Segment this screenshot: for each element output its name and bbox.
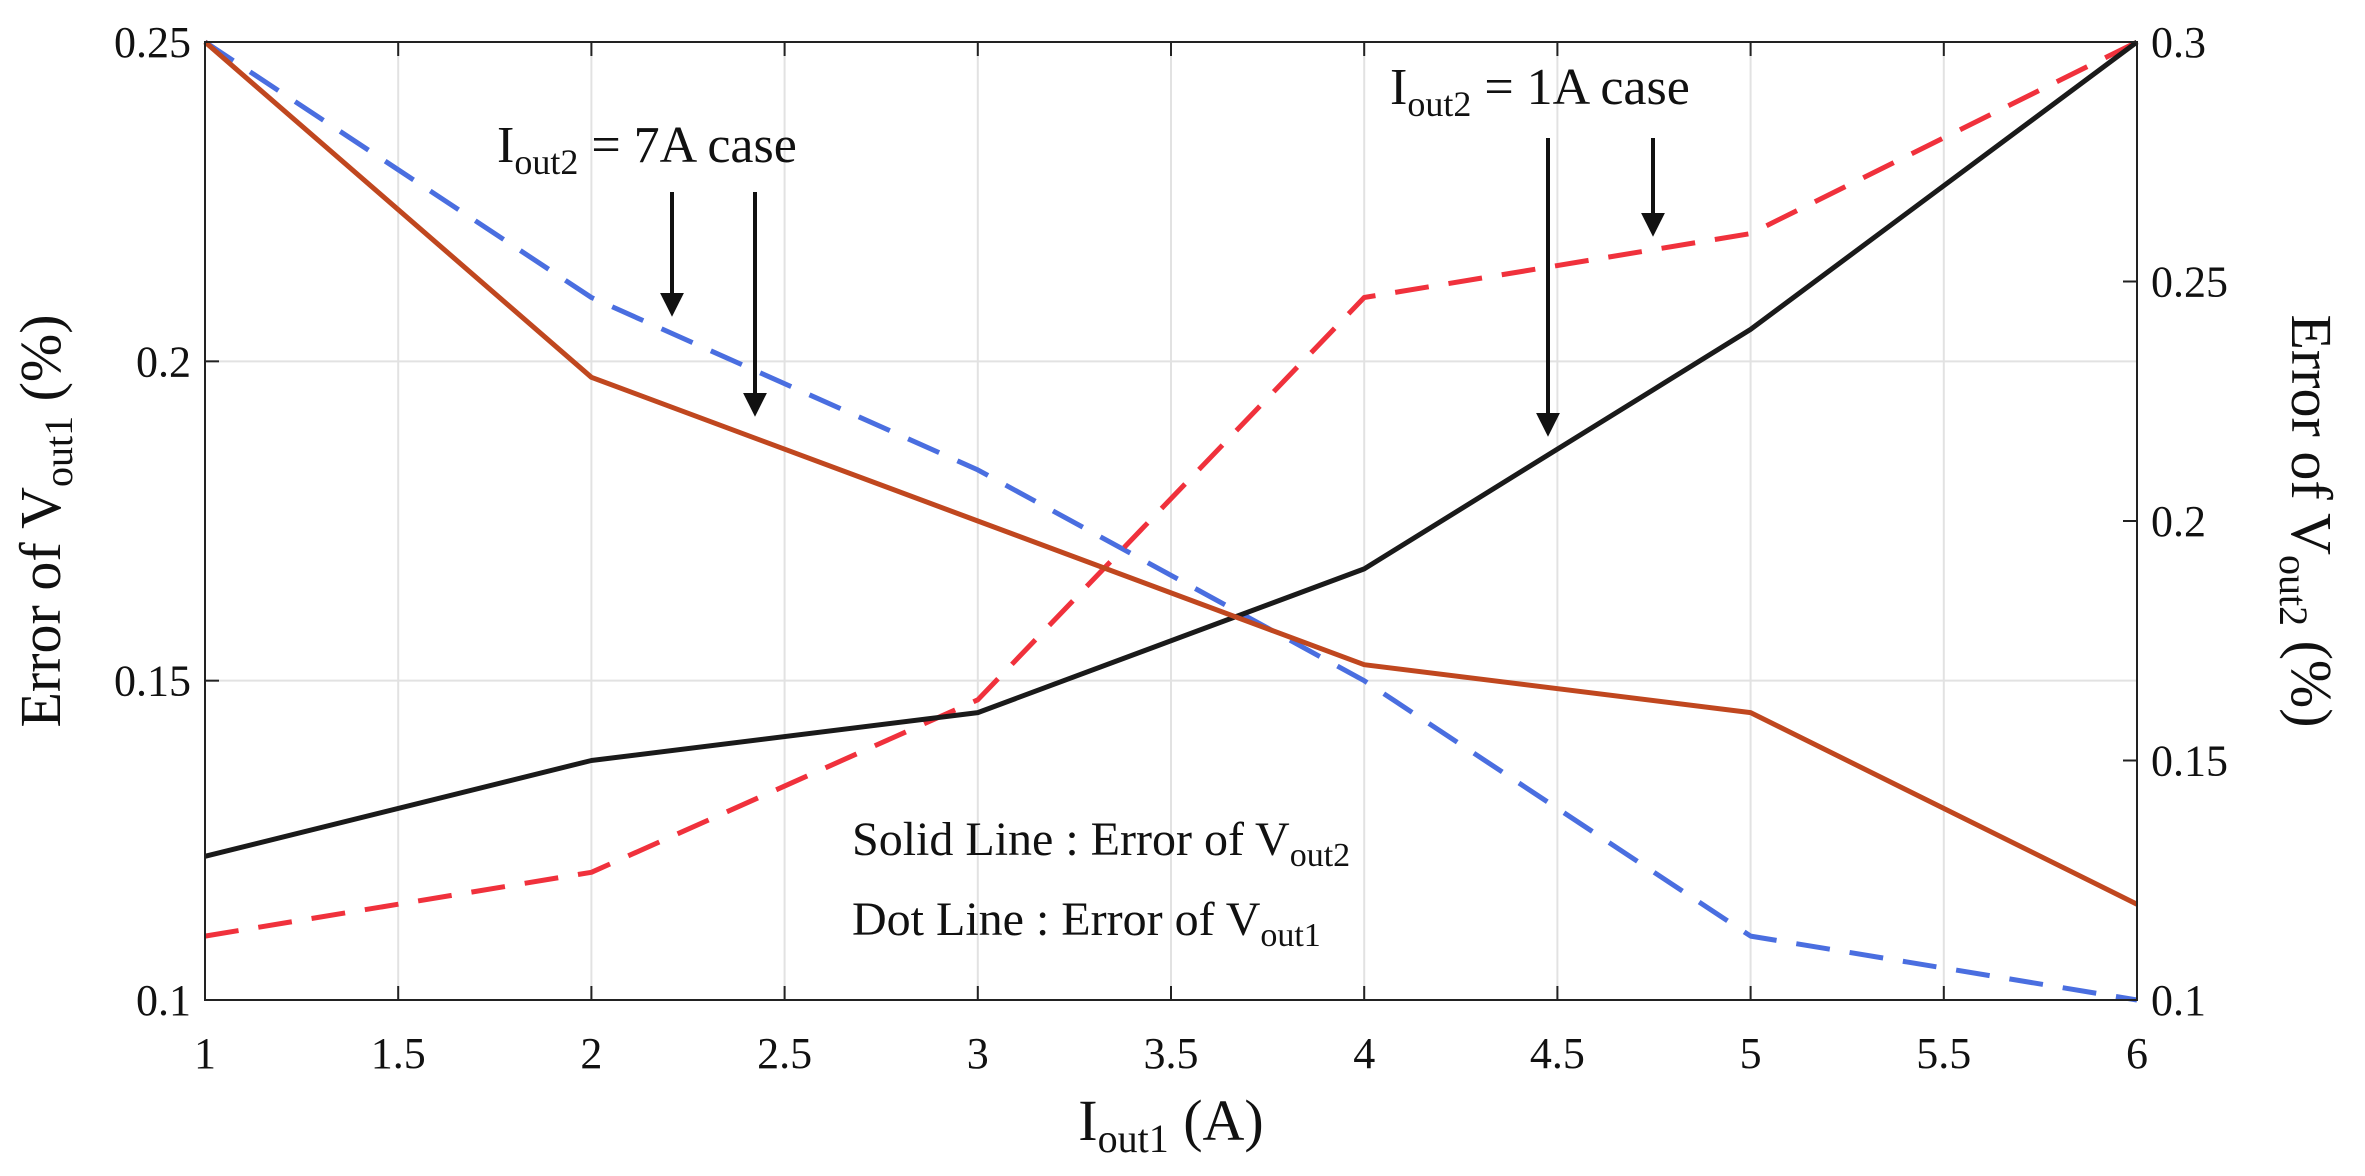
legend-dot-line: Dot Line : Error of Vout1 <box>852 893 1321 954</box>
y-left-tick-label: 0.1 <box>136 976 191 1025</box>
y-right-tick-label: 0.15 <box>2151 737 2228 786</box>
annotation-1a-case: Iout2 = 1A case <box>1390 59 1690 124</box>
annotation-7a-sub: out2 <box>514 142 578 182</box>
x-tick-label: 5 <box>1740 1029 1762 1078</box>
legend-solid-sub: out2 <box>1290 837 1350 874</box>
series-line-error-of-vout2-iout2-1a <box>204 39 2139 859</box>
x-tick-label: 2.5 <box>757 1029 812 1078</box>
annotation-7a-main: I <box>497 117 514 174</box>
y-right-axis-title-suffix: (%) <box>2279 626 2344 727</box>
y-right-tick-label: 0.25 <box>2151 258 2228 307</box>
y-right-axis-title-sub: out2 <box>2271 555 2316 626</box>
y-right-tick-label: 0.3 <box>2151 18 2206 67</box>
x-tick-label: 3 <box>967 1029 989 1078</box>
legend-dot-prefix: Dot Line : Error of V <box>852 893 1261 946</box>
series-layer <box>203 39 2139 1003</box>
annotation-7a-case: Iout2 = 7A case <box>497 117 797 182</box>
y-right-axis-title: Error of Vout2 (%) <box>2271 314 2344 727</box>
x-axis-title-suffix: (A) <box>1169 1088 1264 1153</box>
annotation-1a-sub: out2 <box>1407 84 1471 124</box>
x-tick-label: 4.5 <box>1530 1029 1585 1078</box>
x-axis-title-main: I <box>1078 1088 1097 1153</box>
y-left-tick-label: 0.15 <box>114 657 191 706</box>
axis-ticks <box>204 41 2138 1001</box>
y-right-tick-label: 0.1 <box>2151 976 2206 1025</box>
x-axis-title: Iout1 (A) <box>1078 1088 1263 1161</box>
y-right-tick-label: 0.2 <box>2151 497 2206 546</box>
x-tick-label: 4 <box>1353 1029 1375 1078</box>
legend-solid-line: Solid Line : Error of Vout2 <box>852 813 1350 874</box>
series-line-error-of-vout1-iout2-1a <box>204 39 2139 939</box>
x-tick-label: 3.5 <box>1144 1029 1199 1078</box>
x-axis-title-sub: out1 <box>1098 1116 1169 1161</box>
x-tick-label: 1.5 <box>371 1029 426 1078</box>
x-tick-label: 5.5 <box>1916 1029 1971 1078</box>
x-tick-label: 1 <box>194 1029 216 1078</box>
series-line-error-of-vout1-iout2-7a <box>203 39 2138 1003</box>
y-left-axis-title-sub: out1 <box>36 416 81 487</box>
y-left-axis-title-prefix: Error of V <box>8 487 73 728</box>
y-left-tick-label: 0.25 <box>114 18 191 67</box>
y-left-axis-title-suffix: (%) <box>8 314 73 415</box>
annotation-7a-suffix: = 7A case <box>578 117 797 174</box>
annotation-1a-main: I <box>1390 59 1407 116</box>
legend-dot-sub: out1 <box>1260 917 1320 954</box>
x-tick-label: 6 <box>2126 1029 2148 1078</box>
x-tick-label: 2 <box>580 1029 602 1078</box>
y-right-axis-title-prefix: Error of V <box>2279 314 2344 555</box>
series-line-error-of-vout2-iout2-7a <box>203 40 2139 907</box>
legend-solid-prefix: Solid Line : Error of V <box>852 813 1290 866</box>
annotation-1a-suffix: = 1A case <box>1471 59 1690 116</box>
y-left-axis-title: Error of Vout1 (%) <box>8 314 81 727</box>
y-left-tick-label: 0.2 <box>136 337 191 386</box>
